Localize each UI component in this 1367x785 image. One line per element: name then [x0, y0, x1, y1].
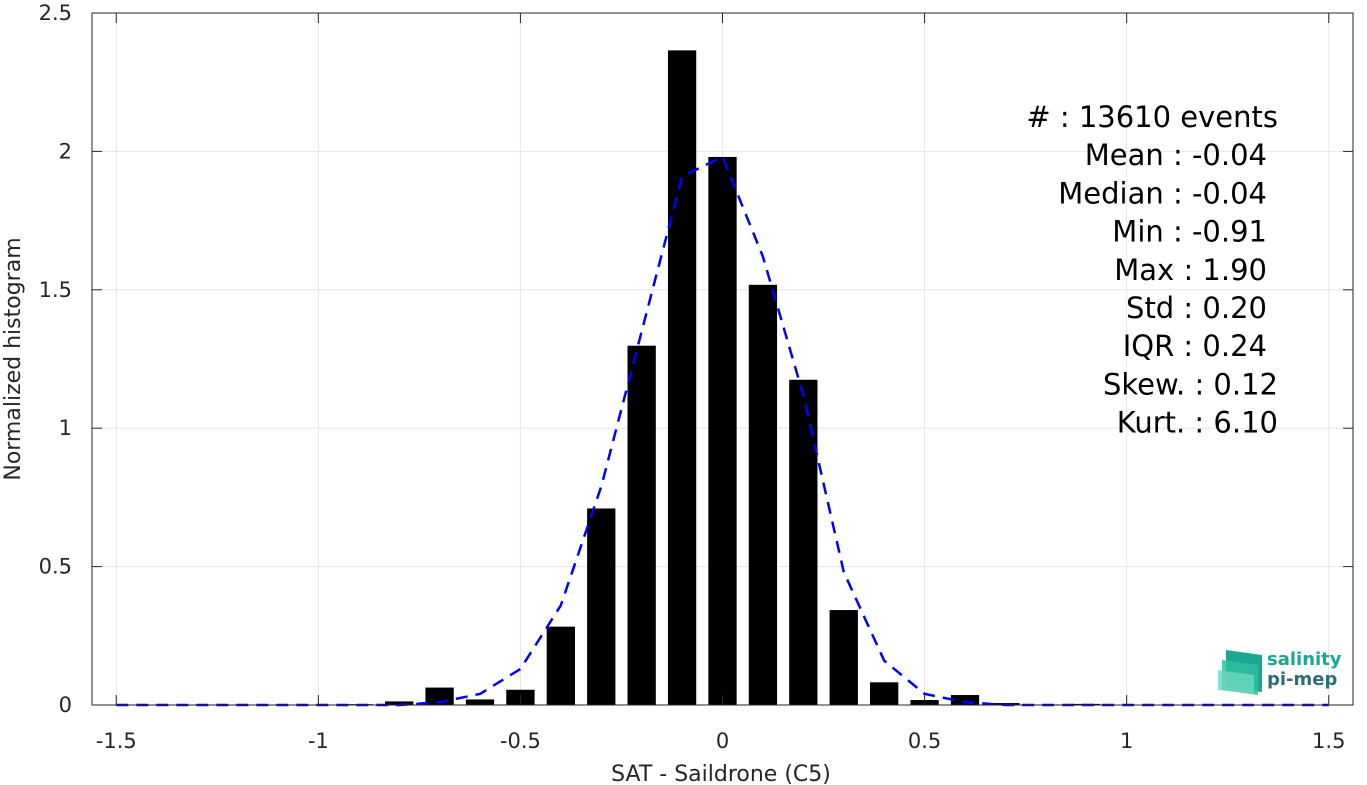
x-tick-label: 0: [716, 729, 729, 753]
stat-line: # : 13610 events: [1026, 100, 1278, 134]
histogram-bar: [748, 284, 778, 705]
histogram-bar: [950, 695, 980, 705]
logo-emblem-icon: [1218, 650, 1262, 695]
y-tick-label: 0: [59, 693, 72, 717]
histogram-bar: [546, 626, 575, 705]
salinity-pi-mep-logo: salinity pi-mep: [1218, 649, 1342, 695]
y-tick-label: 2: [59, 139, 72, 163]
histogram-bar: [667, 50, 697, 706]
y-tick-label: 1.5: [39, 278, 72, 302]
histogram-bar: [829, 610, 858, 705]
stat-line: Kurt. : 6.10: [1117, 406, 1278, 440]
stat-line: Max : 1.90: [1114, 253, 1267, 287]
bars: [344, 50, 1222, 706]
histogram-bar: [465, 699, 495, 705]
stat-line: Min : -0.91: [1112, 215, 1267, 249]
x-tick-labels: -1.5 -1 -0.5 0 0.5 1 1.5: [96, 729, 1346, 753]
statistics-panel: # : 13610 events Mean : -0.04 Median : -0.…: [1026, 100, 1278, 440]
histogram-bar: [385, 701, 414, 705]
x-tick-label: 1: [1120, 729, 1133, 753]
y-tick-label: 1: [59, 416, 72, 440]
histogram-bar: [587, 508, 616, 705]
logo-text-pi-mep: pi-mep: [1267, 669, 1337, 690]
y-tick-labels: 0 0.5 1 1.5 2 2.5: [39, 1, 72, 717]
y-tick-label: 2.5: [39, 1, 72, 25]
x-axis-label: SAT - Saildrone (C5): [611, 762, 831, 785]
x-tick-label: -0.5: [500, 729, 541, 753]
y-tick-label: 0.5: [39, 555, 72, 579]
histogram-bar: [708, 156, 737, 705]
ticks: [92, 12, 1353, 706]
x-tick-label: -1: [308, 729, 329, 753]
histogram-bar: [627, 345, 656, 705]
histogram-bar: [870, 682, 899, 705]
stat-line: Skew. : 0.12: [1103, 367, 1278, 401]
stat-line: IQR : 0.24: [1123, 329, 1267, 363]
histogram-bar: [789, 379, 818, 705]
x-tick-label: 1.5: [1312, 729, 1345, 753]
stat-line: Mean : -0.04: [1085, 138, 1267, 172]
x-tick-label: -1.5: [96, 729, 137, 753]
stat-line: Std : 0.20: [1126, 291, 1267, 325]
y-axis-label: Normalized histogram: [1, 237, 26, 480]
logo-text-salinity: salinity: [1267, 649, 1342, 670]
stat-line: Median : -0.04: [1058, 176, 1267, 210]
x-tick-label: 0.5: [908, 729, 941, 753]
